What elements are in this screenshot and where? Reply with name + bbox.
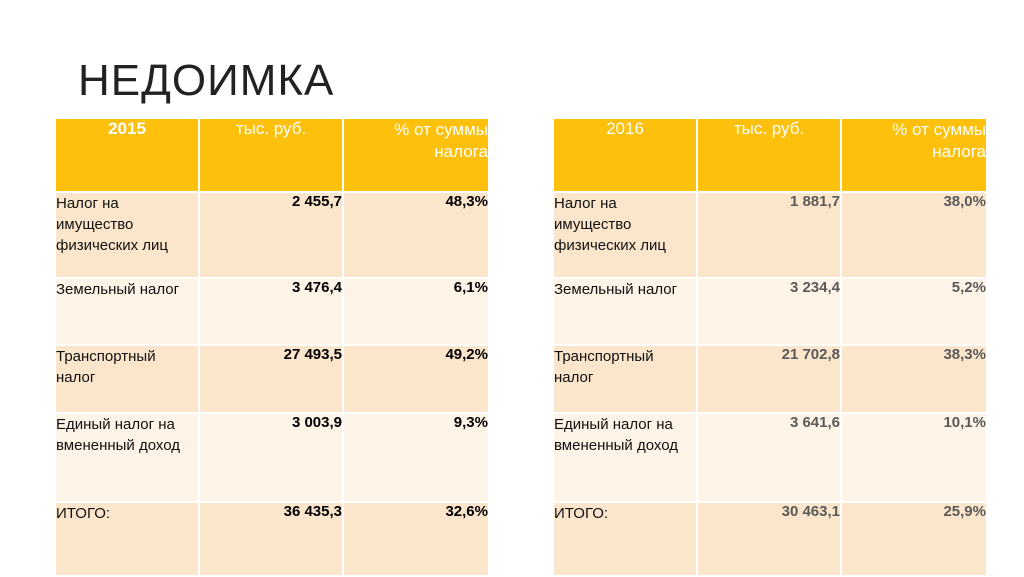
row-label: Единый налог на вмененный доход (552, 412, 698, 503)
table-header-row: 2015 тыс. руб. % от суммы налога (54, 117, 490, 193)
row-value: 3 476,4 (198, 277, 344, 346)
row-value: 36 435,3 (198, 501, 344, 577)
row-value: 3 234,4 (696, 277, 842, 346)
table-row: Налог на имущество физических лиц 2 455,… (54, 191, 490, 279)
table-row: Единый налог на вмененный доход 3 003,9 … (54, 412, 490, 503)
row-value: 3 003,9 (198, 412, 344, 503)
percent-header: % от суммы налога (342, 117, 490, 193)
row-percent: 49,2% (342, 344, 490, 414)
year-header: 2015 (54, 117, 200, 193)
year-label: 2015 (108, 119, 146, 138)
row-percent: 25,9% (840, 501, 988, 577)
table-row: Транспортный налог 27 493,5 49,2% (54, 344, 490, 414)
unit-header: тыс. руб. (696, 117, 842, 193)
row-label: Земельный налог (552, 277, 698, 346)
row-label: Налог на имущество физических лиц (552, 191, 698, 279)
table-2016: 2016 тыс. руб. % от суммы налога Налог н… (552, 117, 988, 577)
row-percent: 5,2% (840, 277, 988, 346)
row-percent: 38,3% (840, 344, 988, 414)
year-header: 2016 (552, 117, 698, 193)
row-percent: 6,1% (342, 277, 490, 346)
table-row: Земельный налог 3 234,4 5,2% (552, 277, 988, 346)
row-label: Единый налог на вмененный доход (54, 412, 200, 503)
row-label: ИТОГО: (54, 501, 200, 577)
row-value: 3 641,6 (696, 412, 842, 503)
row-label: Земельный налог (54, 277, 200, 346)
table-2015: 2015 тыс. руб. % от суммы налога Налог н… (54, 117, 490, 577)
row-label: Транспортный налог (552, 344, 698, 414)
row-value: 30 463,1 (696, 501, 842, 577)
row-value: 2 455,7 (198, 191, 344, 279)
row-label: ИТОГО: (552, 501, 698, 577)
row-value: 27 493,5 (198, 344, 344, 414)
row-percent: 38,0% (840, 191, 988, 279)
table-row: Налог на имущество физических лиц 1 881,… (552, 191, 988, 279)
percent-header: % от суммы налога (840, 117, 988, 193)
table-row: Единый налог на вмененный доход 3 641,6 … (552, 412, 988, 503)
table-row: Транспортный налог 21 702,8 38,3% (552, 344, 988, 414)
row-percent: 10,1% (840, 412, 988, 503)
row-label: Транспортный налог (54, 344, 200, 414)
row-label: Налог на имущество физических лиц (54, 191, 200, 279)
table-header-row: 2016 тыс. руб. % от суммы налога (552, 117, 988, 193)
year-label: 2016 (606, 119, 644, 138)
row-percent: 48,3% (342, 191, 490, 279)
row-percent: 32,6% (342, 501, 490, 577)
unit-header: тыс. руб. (198, 117, 344, 193)
total-row: ИТОГО: 30 463,1 25,9% (552, 501, 988, 577)
page-title: НЕДОИМКА (78, 56, 335, 105)
row-value: 1 881,7 (696, 191, 842, 279)
total-row: ИТОГО: 36 435,3 32,6% (54, 501, 490, 577)
table-row: Земельный налог 3 476,4 6,1% (54, 277, 490, 346)
row-percent: 9,3% (342, 412, 490, 503)
row-value: 21 702,8 (696, 344, 842, 414)
